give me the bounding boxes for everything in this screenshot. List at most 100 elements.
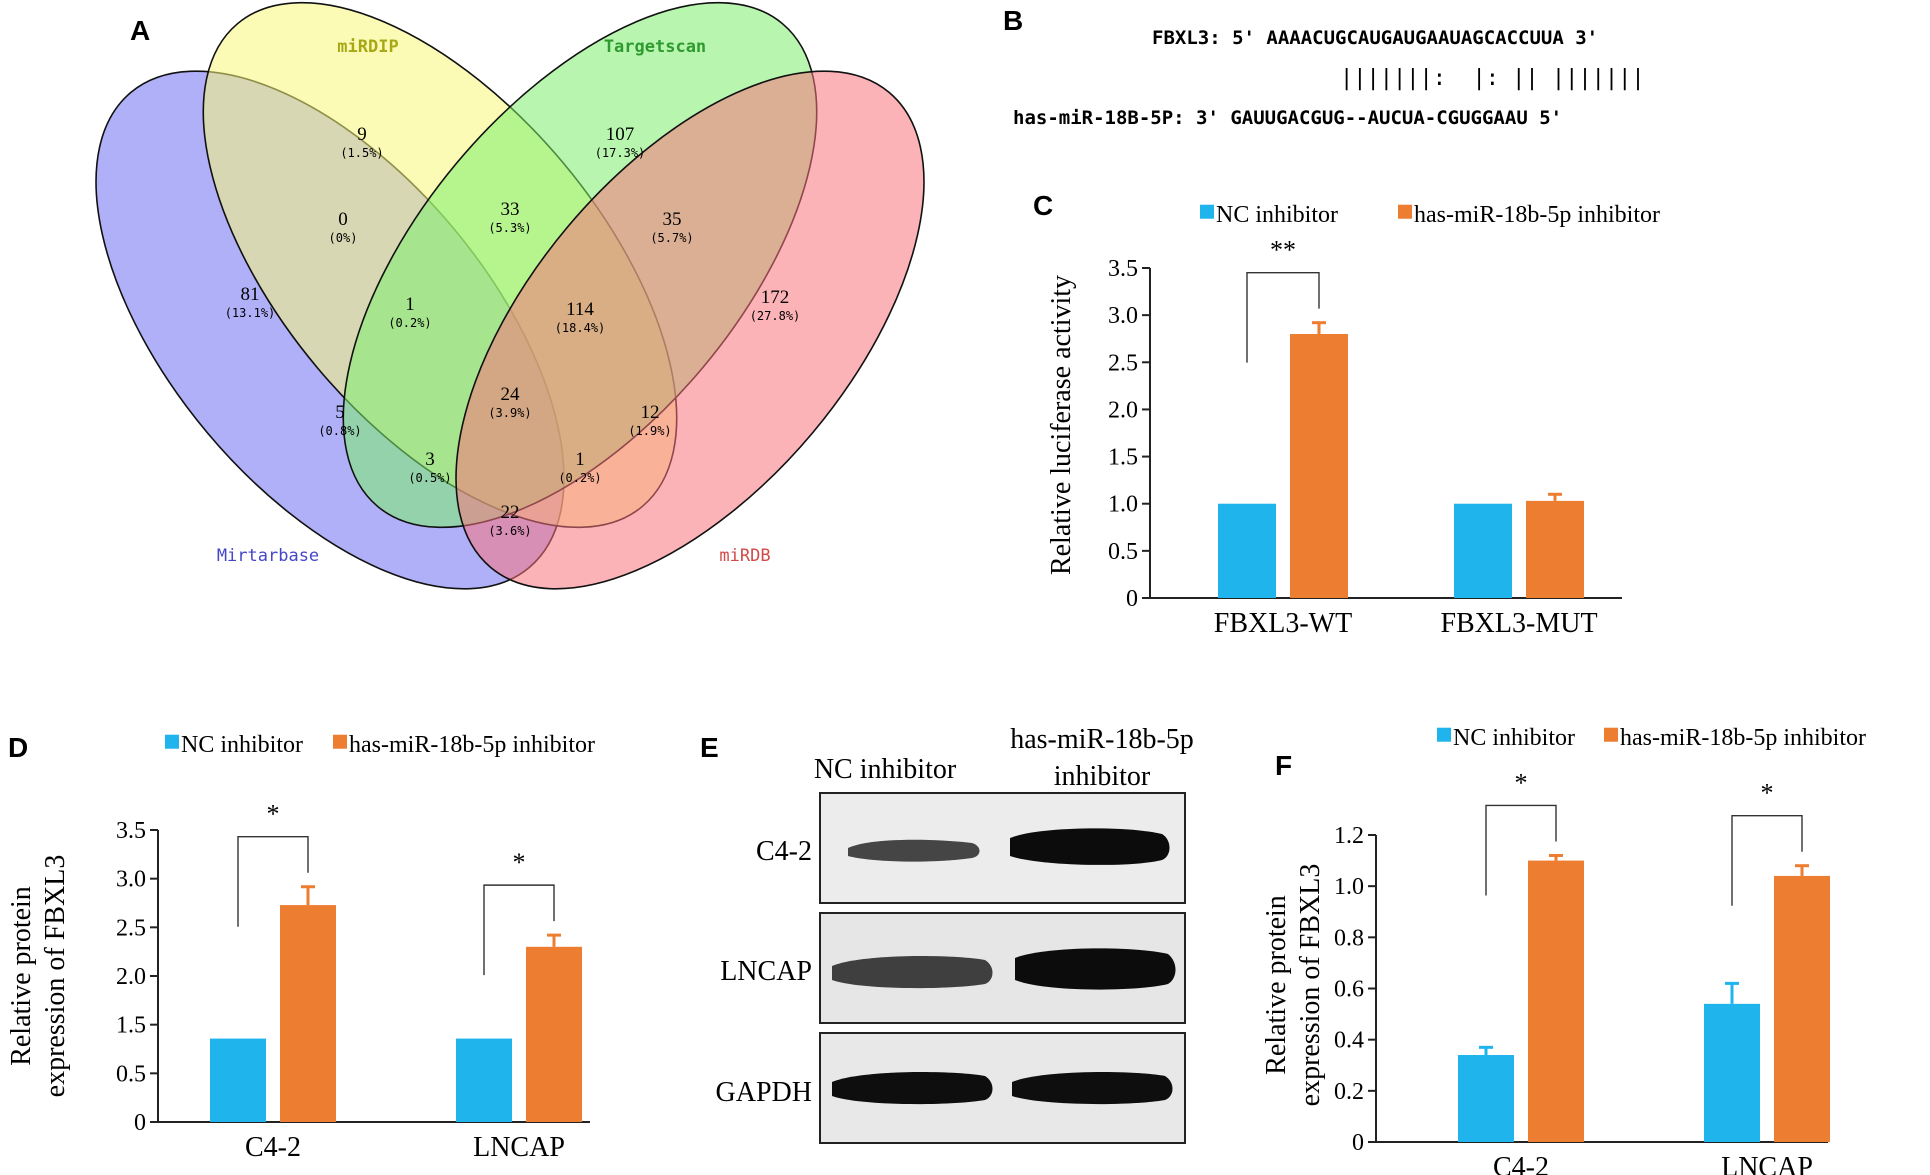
y-tick-label: 0.2 — [1334, 1079, 1364, 1105]
y-tick-label: 3.5 — [116, 818, 146, 844]
venn-count: 114 — [566, 299, 594, 320]
significance-bracket — [1246, 271, 1320, 363]
band-gapdh-inh — [1012, 1072, 1173, 1105]
chart-f: 0 0.2 0.4 0.6 0.8 1.0 1.2 C4-2 LNCAP * * NC inhibit… — [1261, 725, 1866, 1175]
blot-row-c42: C4-2 — [756, 836, 812, 867]
venn-set-mirdip: miRDIP — [337, 37, 398, 57]
venn-count: 12 — [641, 402, 660, 423]
venn-percent: (27.8%) — [750, 309, 801, 323]
category-label: LNCAP — [473, 1132, 565, 1163]
y-tick-label: 0.5 — [1108, 539, 1138, 565]
bar-nc-1 — [1454, 503, 1512, 598]
venn-set-mirtarbase: Mirtarbase — [217, 546, 319, 566]
venn-percent: (13.1%) — [225, 306, 276, 320]
significance-marker: ** — [1270, 236, 1296, 265]
venn-count: 0 — [338, 209, 348, 230]
significance-bracket — [1731, 815, 1803, 906]
venn-count: 33 — [501, 199, 520, 220]
venn-count: 35 — [663, 209, 682, 230]
venn-ellipses — [95, 1, 925, 590]
chart-c: 0 0.5 1.0 1.5 2.0 2.5 3.0 3.5 FBXL3-WT FBXL3-MUT *… — [1046, 202, 1660, 639]
y-tick-label: 1.5 — [1108, 445, 1138, 471]
venn-set-targetscan: Targetscan — [604, 37, 706, 57]
panel-label-f: F — [1275, 750, 1292, 781]
category-label: C4-2 — [1493, 1152, 1549, 1175]
venn-percent: (18.4%) — [555, 321, 606, 335]
venn-count: 1 — [575, 449, 585, 470]
band-c42-inh — [1010, 828, 1170, 865]
significance-marker: * — [513, 848, 526, 877]
panel-label-d: D — [8, 732, 28, 763]
y-tick-label: 0.5 — [116, 1061, 146, 1087]
venn-percent: (17.3%) — [595, 146, 646, 160]
y-tick-label: 0 — [1352, 1130, 1364, 1156]
blot-col-nc: NC inhibitor — [814, 754, 957, 785]
bar-nc-0 — [1458, 1055, 1514, 1142]
significance-bracket — [237, 836, 309, 927]
blot-col-inh-line1: has-miR-18b-5p — [1010, 724, 1194, 755]
venn-count: 22 — [501, 502, 520, 523]
y-axis-label-line: Relative protein — [6, 886, 37, 1066]
venn-percent: (0.2%) — [388, 316, 431, 330]
legend-label-nc: NC inhibitor — [1453, 725, 1575, 751]
venn-count: 81 — [241, 284, 260, 305]
legend-swatch-inh — [1398, 204, 1412, 219]
bar-inh-1 — [526, 946, 582, 1122]
bar-inh-1 — [1774, 875, 1830, 1142]
bar-inh-1 — [1526, 500, 1584, 598]
band-gapdh-nc — [832, 1072, 993, 1105]
category-label: FBXL3-MUT — [1440, 608, 1597, 639]
significance-marker: * — [1515, 768, 1528, 797]
bar-inh-0 — [1528, 860, 1584, 1142]
venn-percent: (5.3%) — [488, 221, 531, 235]
y-tick-label: 0.8 — [1334, 925, 1364, 951]
venn-percent: (0.8%) — [318, 424, 361, 438]
category-label: LNCAP — [1721, 1152, 1813, 1175]
y-tick-label: 0 — [1126, 586, 1138, 612]
y-tick-label: 1.5 — [116, 1013, 146, 1039]
panel-label-c: C — [1033, 190, 1053, 221]
venn-count: 3 — [425, 449, 435, 470]
venn-ellipse-mirdb — [455, 70, 925, 590]
venn-percent: (0%) — [329, 231, 358, 245]
y-tick-label: 0 — [134, 1110, 146, 1136]
legend-swatch-nc — [165, 734, 179, 749]
significance-marker: * — [1761, 779, 1774, 808]
significance-bracket — [1485, 804, 1557, 896]
venn-count: 24 — [501, 384, 521, 405]
blot-col-inh-line2: inhibitor — [1054, 761, 1151, 792]
venn-count: 172 — [761, 287, 790, 308]
venn-region-counts: 9(1.5%)107(17.3%)0(0%)33(5.3%) 35(5.7%)81… — [225, 124, 801, 538]
y-tick-label: 0.6 — [1334, 977, 1364, 1003]
venn-percent: (5.7%) — [650, 231, 693, 245]
y-axis-label-line: expression of FBXL3 — [40, 855, 71, 1098]
y-tick-label: 3.5 — [1108, 256, 1138, 282]
venn-set-mirdb: miRDB — [719, 546, 770, 566]
y-tick-label: 1.0 — [1108, 492, 1138, 518]
blot-row-gapdh: GAPDH — [716, 1077, 812, 1108]
alignment-fbxl3: FBXL3: 5' AAAACUGCAUGAUGAAUAGCACCUUA 3' — [1152, 27, 1598, 49]
panel-label-e: E — [700, 732, 719, 763]
legend-label-nc: NC inhibitor — [1216, 202, 1338, 228]
panel-label-b: B — [1003, 5, 1023, 36]
legend-swatch-nc — [1437, 727, 1451, 742]
y-tick-label: 3.0 — [116, 867, 146, 893]
legend-label-inh: has-miR-18b-5p inhibitor — [349, 732, 595, 758]
legend-swatch-inh — [1604, 727, 1618, 742]
legend-swatch-inh — [333, 734, 347, 749]
venn-count: 107 — [606, 124, 635, 145]
significance-bracket — [483, 884, 555, 976]
venn-percent: (3.6%) — [488, 524, 531, 538]
y-tick-label: 2.5 — [116, 915, 146, 941]
legend-label-inh: has-miR-18b-5p inhibitor — [1414, 202, 1660, 228]
y-tick-label: 1.2 — [1334, 823, 1364, 849]
venn-percent: (1.9%) — [628, 424, 671, 438]
venn-percent: (3.9%) — [488, 406, 531, 420]
legend-label-inh: has-miR-18b-5p inhibitor — [1620, 725, 1866, 751]
y-tick-label: 2.0 — [1108, 397, 1138, 423]
legend-label-nc: NC inhibitor — [181, 732, 303, 758]
venn-percent: (1.5%) — [340, 146, 383, 160]
sequence-alignment: FBXL3: 5' AAAACUGCAUGAUGAAUAGCACCUUA 3' … — [1013, 27, 1645, 129]
bar-nc-1 — [1704, 1003, 1760, 1142]
